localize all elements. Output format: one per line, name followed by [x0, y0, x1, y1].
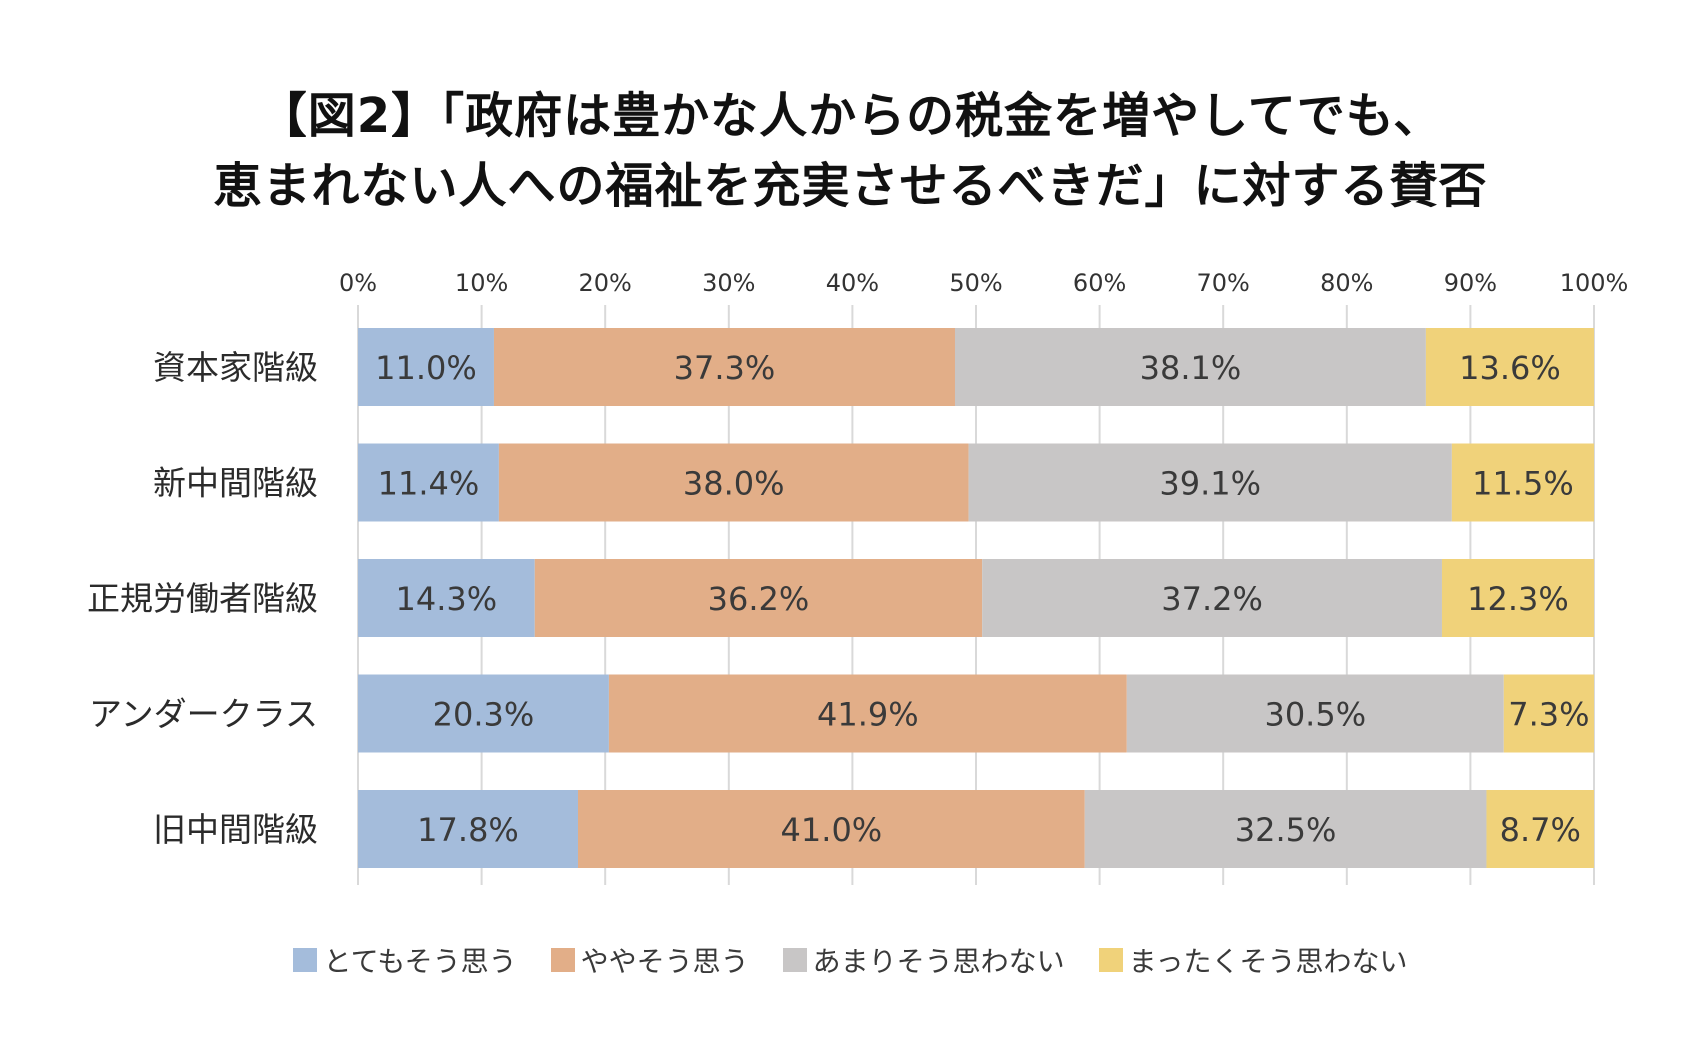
legend-label: まったくそう思わない	[1128, 945, 1408, 978]
legend-swatch	[782, 948, 807, 972]
bar-segment	[358, 674, 609, 753]
legend-item: とてもそう思う	[293, 940, 517, 980]
chart-legend: とてもそう思う ややそう思う あまりそう思わない まったくそう思わない	[0, 940, 1701, 980]
x-tick-label: 100%	[1560, 269, 1629, 297]
x-tick-label: 10%	[455, 269, 508, 297]
bar-segment	[968, 443, 1452, 522]
category-label: 旧中間階級	[153, 810, 318, 849]
bar-segment	[1486, 790, 1594, 868]
bar-segment	[358, 443, 499, 522]
data-label: 37.2%	[1161, 580, 1263, 618]
data-label: 11.5%	[1472, 465, 1574, 503]
data-label: 13.6%	[1459, 349, 1561, 387]
legend-swatch	[293, 948, 318, 972]
bar-segment	[358, 559, 535, 637]
category-label: 資本家階級	[153, 348, 318, 387]
legend-label: とてもそう思う	[323, 945, 517, 978]
data-label: 38.0%	[683, 465, 785, 503]
bar-segment	[358, 328, 494, 406]
bar-segment	[1084, 790, 1487, 868]
legend-item: ややそう思う	[550, 940, 749, 980]
bar-segment	[608, 674, 1127, 753]
bar-segment	[1451, 443, 1594, 522]
legend-swatch	[550, 948, 575, 972]
bar-segment	[982, 559, 1442, 637]
bar-segment	[1126, 674, 1504, 753]
bar-segment	[578, 790, 1085, 868]
data-label: 7.3%	[1508, 696, 1589, 734]
x-tick-label: 80%	[1320, 269, 1373, 297]
x-tick-label: 70%	[1197, 269, 1250, 297]
data-label: 20.3%	[433, 696, 535, 734]
legend-item: あまりそう思わない	[782, 940, 1065, 980]
legend-label: あまりそう思わない	[812, 945, 1065, 978]
category-label: アンダークラス	[89, 695, 318, 734]
data-label: 37.3%	[674, 349, 776, 387]
bar-segment	[498, 443, 969, 522]
data-label: 41.0%	[781, 811, 883, 849]
legend-swatch	[1098, 948, 1123, 972]
data-label: 14.3%	[396, 580, 498, 618]
x-tick-label: 20%	[579, 269, 632, 297]
bar-segment	[358, 790, 579, 868]
data-label: 12.3%	[1467, 580, 1569, 618]
legend-item: まったくそう思わない	[1098, 940, 1408, 980]
bar-segment	[1425, 328, 1594, 406]
x-tick-label: 60%	[1073, 269, 1126, 297]
bar-segment	[1503, 674, 1594, 753]
data-label: 11.0%	[375, 349, 477, 387]
data-label: 38.1%	[1140, 349, 1242, 387]
chart-title-line-1: 【図2】「政府は豊かな人からの税金を増やしてでも、	[258, 88, 1443, 144]
bar-segment	[493, 328, 955, 406]
data-label: 32.5%	[1235, 811, 1337, 849]
data-label: 8.7%	[1500, 811, 1581, 849]
data-label: 17.8%	[417, 811, 519, 849]
x-tick-label: 50%	[949, 269, 1002, 297]
x-tick-label: 90%	[1444, 269, 1497, 297]
data-label: 30.5%	[1264, 696, 1366, 734]
bar-segment	[1441, 559, 1594, 637]
category-label: 新中間階級	[153, 464, 318, 503]
legend-label: ややそう思う	[580, 945, 749, 978]
data-label: 41.9%	[817, 696, 919, 734]
x-tick-label: 40%	[826, 269, 879, 297]
bar-segment	[954, 328, 1426, 406]
x-tick-label: 0%	[339, 269, 377, 297]
data-label: 39.1%	[1159, 465, 1261, 503]
data-label: 11.4%	[378, 465, 480, 503]
data-label: 36.2%	[708, 580, 810, 618]
category-label: 正規労働者階級	[87, 579, 318, 618]
x-tick-label: 30%	[702, 269, 755, 297]
chart-title-line-2: 恵まれない人への福祉を充実させるべきだ」に対する賛否	[213, 158, 1488, 214]
bar-segment	[534, 559, 983, 637]
